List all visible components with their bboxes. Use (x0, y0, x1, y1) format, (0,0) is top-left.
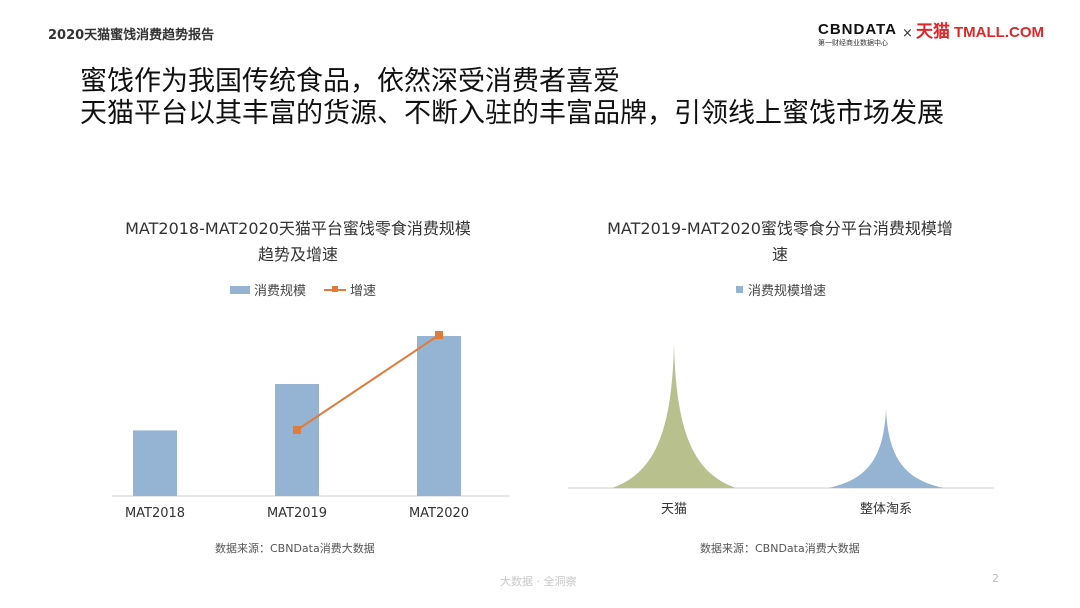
report-title: 2020天猫蜜饯消费趋势报告 (48, 28, 215, 43)
chart1-title-line1: MAT2018-MAT2020天猫平台蜜饯零食消费规模 (125, 219, 471, 238)
legend-label-growth-rate: 消费规模增速 (748, 284, 827, 299)
cbndata-logo-subtitle: 第一财经商业数据中心 (818, 38, 888, 47)
chart2-title-line2: 速 (771, 245, 788, 264)
chart1-source: 数据来源：CBNData消费大数据 (215, 542, 375, 555)
chart2-title-line1: MAT2019-MAT2020蜜饯零食分平台消费规模增 (607, 219, 953, 238)
chart2-title: MAT2019-MAT2020蜜饯零食分平台消费规模增 速 (598, 216, 962, 268)
bar-mat2020 (417, 336, 461, 496)
chart1-title-line2: 趋势及增速 (257, 245, 338, 264)
brand-logo: CBNDATA 第一财经商业数据中心 × 天猫 TMALL.COM (818, 21, 1044, 47)
growth-point-mat2019 (293, 426, 301, 434)
headline-line-2: 天猫平台以其丰富的货源、不断入驻的丰富品牌，引领线上蜜饯市场发展 (80, 98, 944, 129)
bar-mat2018 (133, 430, 177, 496)
chart2-legend: 消费规模增速 (736, 280, 844, 299)
logo-times-sign: × (902, 26, 913, 41)
legend-line-swatch (324, 285, 347, 292)
chart1-title: MAT2018-MAT2020天猫平台蜜饯零食消费规模 趋势及增速 (118, 216, 478, 268)
page-number: 2 (992, 572, 999, 585)
cbndata-logo-text: CBNDATA (818, 21, 897, 38)
tmall-logo-cn: 天猫 (916, 21, 950, 42)
x-tick-label-mat2019: MAT2019 (267, 506, 327, 521)
legend-item-growth-rate: 消费规模增速 (736, 280, 826, 299)
x-tick-label-tmall: 天猫 (661, 502, 687, 517)
bar-mat2019 (275, 384, 319, 496)
area-overall-taobao (828, 408, 944, 488)
headline: 蜜饯作为我国传统食品，依然深受消费者喜爱 天猫平台以其丰富的货源、不断入驻的丰富… (80, 66, 944, 130)
watermark: 大数据 · 全洞察 (500, 575, 577, 588)
chart2-source: 数据来源：CBNData消费大数据 (700, 542, 860, 555)
x-tick-label-overall-taobao: 整体淘系 (860, 502, 912, 517)
legend-item-growth: 增速 (324, 280, 376, 299)
headline-line-1: 蜜饯作为我国传统食品，依然深受消费者喜爱 (80, 66, 620, 97)
legend-label-growth: 增速 (350, 284, 377, 299)
area-tmall (612, 343, 736, 488)
growth-line (296, 334, 440, 431)
legend-square-swatch (736, 286, 743, 293)
x-tick-label-mat2020: MAT2020 (409, 506, 469, 521)
chart1-legend: 消费规模 增速 (230, 280, 394, 299)
legend-item-scale: 消费规模 (230, 280, 306, 299)
growth-point-mat2020 (435, 331, 443, 339)
tmall-logo-en: TMALL.COM (954, 24, 1044, 41)
legend-label-scale: 消费规模 (254, 284, 307, 299)
x-tick-label-mat2018: MAT2018 (125, 506, 185, 521)
legend-bar-swatch (230, 285, 250, 294)
